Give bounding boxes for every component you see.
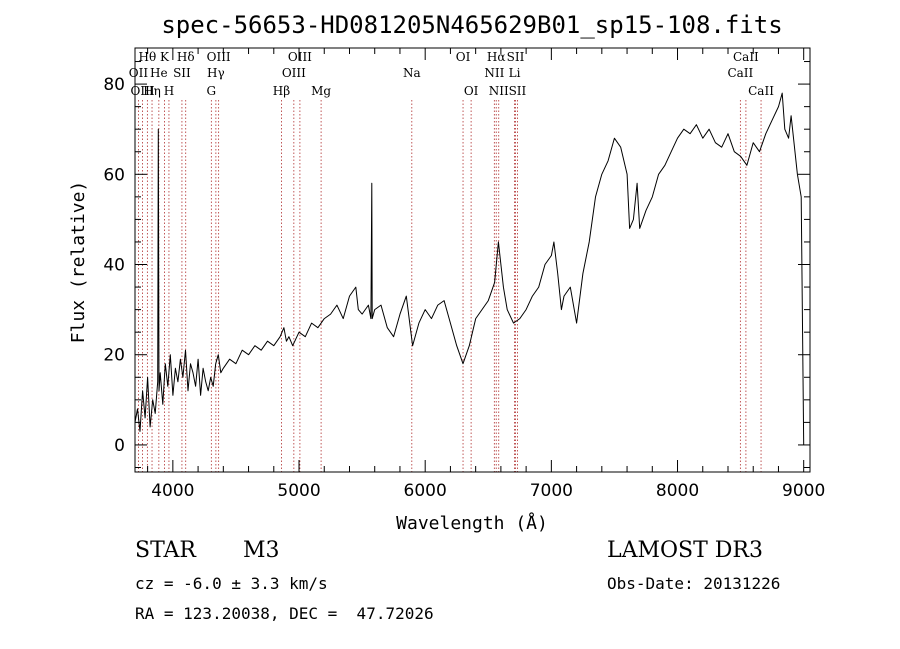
axis-ticks: 4000 5000 6000 7000 8000 9000 0 20 40 60 80 <box>103 48 825 501</box>
emission-line-label: Na <box>403 66 421 80</box>
emission-line-label: CaII <box>748 84 774 98</box>
emission-line-label: Hδ <box>177 50 195 64</box>
y-tick-label: 80 <box>103 75 125 95</box>
redshift-value: cz = -6.0 ± 3.3 km/s <box>135 574 328 593</box>
emission-line-label: Hθ <box>139 50 157 64</box>
emission-line-label: K <box>160 50 170 64</box>
y-axis-label: Flux (relative) <box>68 181 89 344</box>
emission-line-label: OII <box>129 66 149 80</box>
emission-line-label: NII <box>484 66 504 80</box>
emission-line-label: OIII <box>131 84 155 98</box>
emission-line-label: Hβ <box>273 84 290 98</box>
coordinates: RA = 123.20038, DEC = 47.72026 <box>135 604 434 623</box>
x-tick-label: 4000 <box>151 481 194 501</box>
emission-line-label: Hη <box>143 84 161 98</box>
emission-line-label: Hα <box>487 50 506 64</box>
x-tick-label: 7000 <box>530 481 573 501</box>
y-tick-label: 0 <box>114 436 125 456</box>
emission-line-label: OIII <box>282 66 306 80</box>
y-tick-label: 60 <box>103 165 125 185</box>
y-tick-label: 20 <box>103 346 125 366</box>
emission-line-label: OI <box>456 50 471 64</box>
x-tick-label: 5000 <box>277 481 320 501</box>
object-subclass: M3 <box>243 538 280 563</box>
x-tick-label: 8000 <box>656 481 699 501</box>
emission-line-label: CaII <box>727 66 753 80</box>
x-tick-label: 6000 <box>404 481 447 501</box>
emission-line-label: OI <box>464 84 479 98</box>
emission-line-label: Hγ <box>207 66 225 80</box>
x-tick-label: 9000 <box>782 481 825 501</box>
x-axis-label: Wavelength (Å) <box>396 512 548 534</box>
emission-line-label: Li <box>509 66 521 80</box>
emission-line-label: SII <box>507 50 525 64</box>
emission-line-label: SII <box>173 66 191 80</box>
plot-frame <box>134 47 811 473</box>
emission-line-label: OIII <box>207 50 231 64</box>
object-class: STAR <box>135 538 196 563</box>
emission-line-label: H <box>164 84 174 98</box>
y-tick-label: 40 <box>103 256 125 276</box>
observation-date: Obs-Date: 20131226 <box>607 574 781 593</box>
spectrum-line <box>134 92 805 445</box>
survey-name: LAMOST DR3 <box>607 538 763 563</box>
emission-line-markers: HθOIIOIIIHηHeKHSIIHδGHγOIIIHβOIIIOIIIMgN… <box>129 50 774 472</box>
emission-line-label: NII <box>489 84 509 98</box>
emission-line-label: Mg <box>311 84 331 98</box>
emission-line-label: OIII <box>288 50 312 64</box>
emission-line-label: He <box>150 66 168 80</box>
emission-line-label: CaII <box>733 50 759 64</box>
emission-line-label: G <box>207 84 217 98</box>
plot-series <box>134 92 805 445</box>
chart-title: spec-56653-HD081205N465629B01_sp15-108.f… <box>161 11 782 39</box>
emission-line-label: SII <box>509 84 527 98</box>
